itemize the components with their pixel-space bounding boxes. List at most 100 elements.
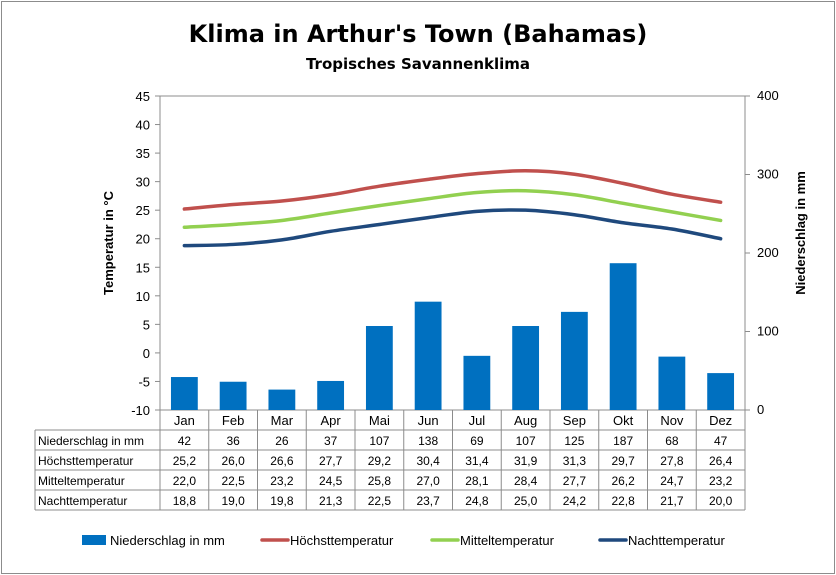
legend-swatch [82,535,106,545]
legend-label: Höchsttemperatur [290,533,394,548]
y2-tick-label: 0 [757,402,764,417]
table-cell: 37 [324,434,338,448]
y-tick-label: 40 [136,118,150,133]
month-label: Apr [321,413,342,428]
table-cell: 20,0 [709,494,733,508]
table-cell: 23,2 [270,474,294,488]
table-cell: 24,7 [660,474,684,488]
precipitation-bar [317,380,345,410]
table-cell: 22,5 [221,474,245,488]
table-cell: 18,8 [173,494,197,508]
month-label: Dez [709,413,732,428]
table-cell: 26,6 [270,454,294,468]
precipitation-bar [219,381,247,410]
table-cell: 19,0 [221,494,245,508]
temperature-line [182,169,723,211]
month-label: Feb [222,413,244,428]
table-cell: 22,0 [173,474,197,488]
table-cell: 23,2 [709,474,733,488]
table-cell: 107 [369,434,389,448]
precipitation-bar [707,373,735,410]
table-cell: 25,0 [514,494,538,508]
month-label: Aug [514,413,537,428]
table-cell: 125 [564,434,584,448]
month-label: Mai [369,413,390,428]
y2-axis-title: Niederschlag in mm [793,171,808,295]
precipitation-bar [463,355,491,410]
table-cell: 26,4 [709,454,733,468]
table-row-label: Nachttemperatur [38,494,127,508]
y-tick-label: 15 [136,260,150,275]
y2-tick-label: 200 [757,245,779,260]
precipitation-bar [560,311,588,410]
month-label: Sep [563,413,586,428]
table-cell: 19,8 [270,494,294,508]
y2-tick-label: 100 [757,324,779,339]
table-cell: 26,0 [221,454,245,468]
legend-label: Mitteltemperatur [460,533,555,548]
table-cell: 47 [714,434,728,448]
table-cell: 25,8 [368,474,392,488]
y-tick-label: -10 [131,403,150,418]
y-tick-label: 45 [136,89,150,104]
temperature-line [182,188,723,230]
table-cell: 21,7 [660,494,684,508]
precipitation-bar [414,301,442,410]
table-cell: 69 [470,434,484,448]
legend-label: Nachttemperatur [628,533,725,548]
table-cell: 27,7 [319,454,343,468]
precipitation-bar [609,263,637,410]
precipitation-bar [268,389,296,410]
precipitation-bar [365,326,393,410]
chart-subtitle: Tropisches Savannenklima [305,55,531,73]
month-label: Jul [469,413,486,428]
table-cell: 24,5 [319,474,343,488]
table-cell: 42 [178,434,192,448]
y2-tick-label: 400 [757,88,779,103]
table-cell: 28,4 [514,474,538,488]
y-axis-title: Temperatur in °C [101,190,116,295]
y-tick-label: 0 [143,346,150,361]
table-cell: 23,7 [416,494,440,508]
table-cell: 21,3 [319,494,343,508]
y-tick-label: 35 [136,146,150,161]
table-row-label: Mitteltemperatur [38,474,125,488]
table-cell: 107 [516,434,536,448]
table-cell: 22,5 [368,494,392,508]
table-cell: 28,1 [465,474,489,488]
table-cell: 30,4 [416,454,440,468]
plot-area [159,95,746,411]
table-cell: 187 [613,434,633,448]
y-tick-label: -5 [138,374,150,389]
table-row-label: Höchsttemperatur [38,454,133,468]
month-label: Jun [418,413,439,428]
temperature-line [182,208,723,248]
table-cell: 29,7 [611,454,635,468]
table-cell: 22,8 [611,494,635,508]
y-tick-label: 25 [136,203,150,218]
month-label: Okt [613,413,634,428]
table-cell: 36 [226,434,240,448]
table-cell: 26,2 [611,474,635,488]
y2-tick-label: 300 [757,167,779,182]
table-cell: 31,4 [465,454,489,468]
month-label: Nov [660,413,684,428]
table-cell: 29,2 [368,454,392,468]
table-cell: 24,8 [465,494,489,508]
y-tick-label: 30 [136,175,150,190]
month-label: Jan [174,413,195,428]
table-cell: 68 [665,434,679,448]
chart-title: Klima in Arthur's Town (Bahamas) [188,20,648,48]
table-cell: 31,3 [563,454,587,468]
table-cell: 26 [275,434,289,448]
precipitation-bar [170,377,198,410]
table-cell: 27,7 [563,474,587,488]
table-cell: 27,0 [416,474,440,488]
month-label: Mar [271,413,294,428]
table-cell: 31,9 [514,454,538,468]
precipitation-bar [658,356,686,410]
table-cell: 138 [418,434,438,448]
table-cell: 27,8 [660,454,684,468]
table-cell: 24,2 [563,494,587,508]
